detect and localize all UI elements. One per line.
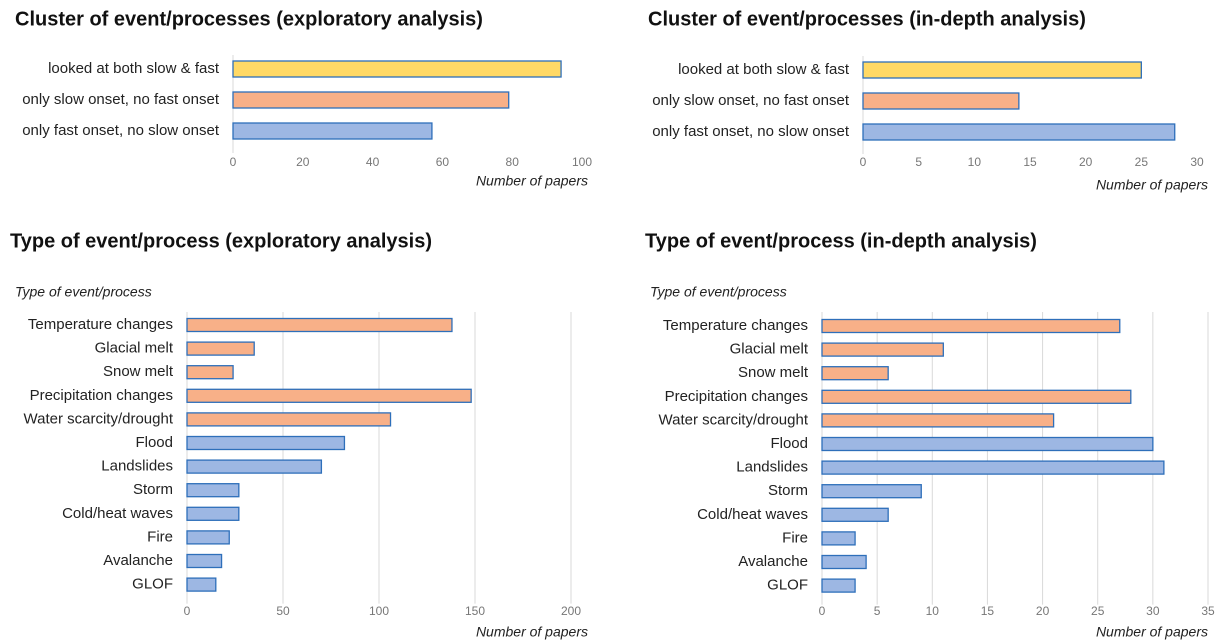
bar — [186, 530, 230, 545]
bar — [186, 317, 453, 333]
category-label: Snow melt — [103, 363, 174, 380]
category-label: Water scarcity/drought — [659, 411, 809, 428]
category-label: GLOF — [767, 577, 808, 594]
bar — [186, 506, 240, 521]
x-axis-label: Number of papers — [1096, 177, 1208, 193]
category-label: Landslides — [736, 459, 808, 476]
bar — [186, 577, 217, 592]
category-label: Avalanche — [103, 552, 173, 569]
bar — [186, 341, 255, 356]
x-tick-label: 0 — [819, 604, 826, 618]
category-label: only slow onset, no fast onset — [22, 91, 220, 108]
y-axis-label: Type of event/process — [650, 284, 787, 300]
x-tick-label: 60 — [436, 155, 450, 169]
category-label: Avalanche — [738, 553, 808, 570]
bar — [862, 123, 1176, 141]
category-label: Temperature changes — [28, 316, 173, 333]
x-tick-label: 0 — [860, 155, 867, 169]
category-label: Fire — [782, 529, 808, 546]
category-label: Fire — [147, 528, 173, 545]
x-tick-label: 80 — [506, 155, 520, 169]
bar — [821, 366, 889, 381]
x-tick-label: 25 — [1091, 604, 1105, 618]
category-label: Storm — [768, 482, 808, 499]
category-label: Cold/heat waves — [62, 505, 173, 522]
category-label: only fast onset, no slow onset — [22, 122, 220, 139]
bar — [186, 459, 323, 474]
x-tick-label: 25 — [1135, 155, 1149, 169]
x-tick-label: 200 — [561, 604, 581, 618]
bar — [232, 60, 562, 78]
bar — [186, 553, 223, 569]
x-tick-label: 100 — [572, 155, 592, 169]
x-tick-label: 30 — [1190, 155, 1204, 169]
bar — [232, 122, 433, 140]
x-tick-label: 15 — [981, 604, 995, 618]
bar — [821, 484, 922, 499]
x-axis-label: Number of papers — [476, 173, 588, 189]
bar — [186, 435, 346, 451]
bar — [821, 436, 1154, 452]
x-tick-label: 0 — [184, 604, 191, 618]
x-tick-label: 5 — [915, 155, 922, 169]
category-label: GLOF — [132, 576, 173, 593]
x-tick-label: 150 — [465, 604, 485, 618]
bar — [821, 531, 856, 546]
x-tick-label: 50 — [276, 604, 290, 618]
bar — [821, 318, 1121, 334]
bar — [186, 365, 234, 380]
bar — [821, 507, 889, 522]
x-tick-label: 40 — [366, 155, 380, 169]
x-tick-label: 5 — [874, 604, 881, 618]
y-axis-label: Type of event/process — [15, 284, 152, 300]
category-label: Glacial melt — [95, 340, 174, 357]
category-label: Flood — [770, 435, 808, 452]
bar — [186, 412, 392, 427]
category-label: Flood — [135, 434, 173, 451]
x-axis-label: Number of papers — [1096, 624, 1208, 640]
category-label: Snow melt — [738, 364, 809, 381]
chart-title: Cluster of event/processes (in-depth ana… — [648, 8, 1086, 30]
category-label: looked at both slow & fast — [678, 61, 850, 78]
category-label: Temperature changes — [663, 317, 808, 334]
chart-title: Type of event/process (in-depth analysis… — [645, 230, 1037, 252]
bar — [821, 342, 944, 357]
bar — [821, 578, 856, 593]
category-label: Storm — [133, 481, 173, 498]
category-label: Precipitation changes — [30, 387, 173, 404]
category-label: only slow onset, no fast onset — [652, 92, 850, 109]
category-label: Water scarcity/drought — [24, 410, 174, 427]
x-axis-label: Number of papers — [476, 624, 588, 640]
bar — [186, 483, 240, 498]
bar — [862, 61, 1142, 79]
bar — [821, 413, 1055, 428]
category-label: Cold/heat waves — [697, 506, 808, 523]
chart-title: Type of event/process (exploratory analy… — [10, 230, 432, 252]
bar — [821, 460, 1165, 475]
category-label: Precipitation changes — [665, 388, 808, 405]
x-tick-label: 0 — [230, 155, 237, 169]
bar — [821, 389, 1132, 404]
category-label: Glacial melt — [730, 341, 809, 358]
bar — [186, 388, 472, 403]
x-tick-label: 20 — [1036, 604, 1050, 618]
x-tick-label: 15 — [1023, 155, 1037, 169]
x-tick-label: 20 — [1079, 155, 1093, 169]
category-label: looked at both slow & fast — [48, 60, 220, 77]
bar — [232, 91, 510, 109]
x-tick-label: 100 — [369, 604, 389, 618]
x-tick-label: 35 — [1201, 604, 1215, 618]
bar — [821, 554, 867, 570]
bar — [862, 92, 1020, 110]
category-label: Landslides — [101, 458, 173, 475]
category-label: only fast onset, no slow onset — [652, 123, 850, 140]
x-tick-label: 10 — [926, 604, 940, 618]
x-tick-label: 20 — [296, 155, 310, 169]
x-tick-label: 30 — [1146, 604, 1160, 618]
x-tick-label: 10 — [968, 155, 982, 169]
chart-title: Cluster of event/processes (exploratory … — [15, 8, 483, 30]
